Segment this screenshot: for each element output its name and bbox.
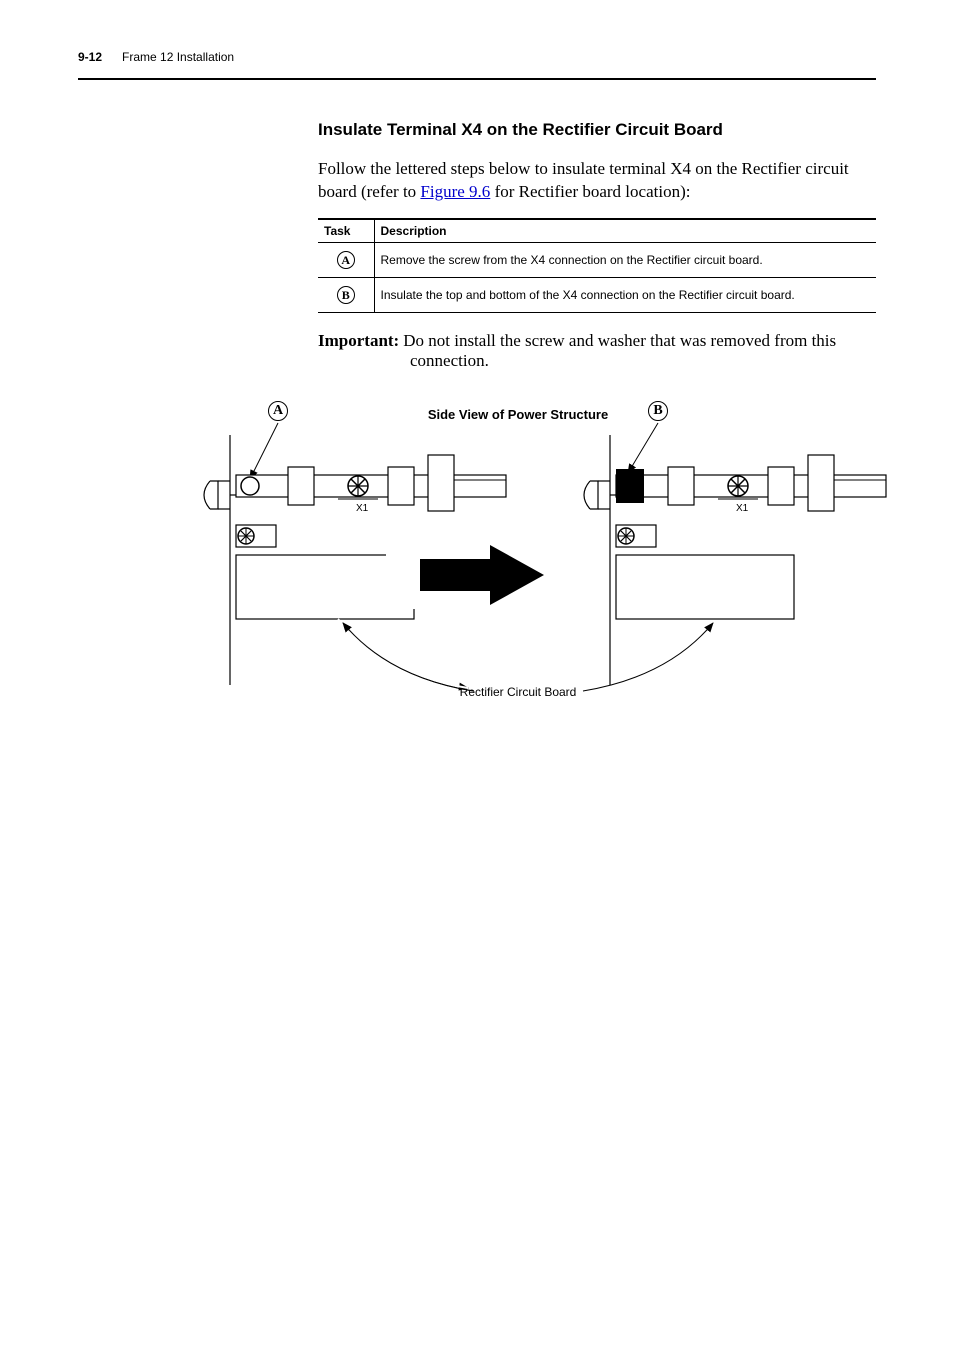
important-label: Important: — [318, 331, 399, 350]
table-row: B Insulate the top and bottom of the X4 … — [318, 277, 876, 312]
figure-link[interactable]: Figure 9.6 — [420, 182, 490, 201]
task-badge-a: A — [337, 251, 355, 269]
task-badge-b: B — [337, 286, 355, 304]
important-note: Important:Do not install the screw and w… — [318, 331, 876, 371]
task-desc-b: Insulate the top and bottom of the X4 co… — [374, 277, 876, 312]
intro-paragraph: Follow the lettered steps below to insul… — [318, 158, 876, 204]
important-text-2: connection. — [410, 351, 836, 371]
important-text-1: Do not install the screw and washer that… — [403, 331, 836, 350]
table-row: A Remove the screw from the X4 connectio… — [318, 242, 876, 277]
chapter-title: Frame 12 Installation — [122, 50, 234, 64]
figure: Side View of Power Structure A B X4 X1 X… — [138, 395, 898, 725]
col-desc: Description — [374, 219, 876, 243]
task-table: Task Description A Remove the screw from… — [318, 218, 876, 313]
section-title: Insulate Terminal X4 on the Rectifier Ci… — [318, 120, 876, 140]
page-number: 9-12 — [78, 50, 102, 64]
figure-svg — [138, 395, 898, 725]
intro-text-post: for Rectifier board location): — [490, 182, 690, 201]
header-rule — [78, 78, 876, 80]
task-desc-a: Remove the screw from the X4 connection … — [374, 242, 876, 277]
col-task: Task — [318, 219, 374, 243]
